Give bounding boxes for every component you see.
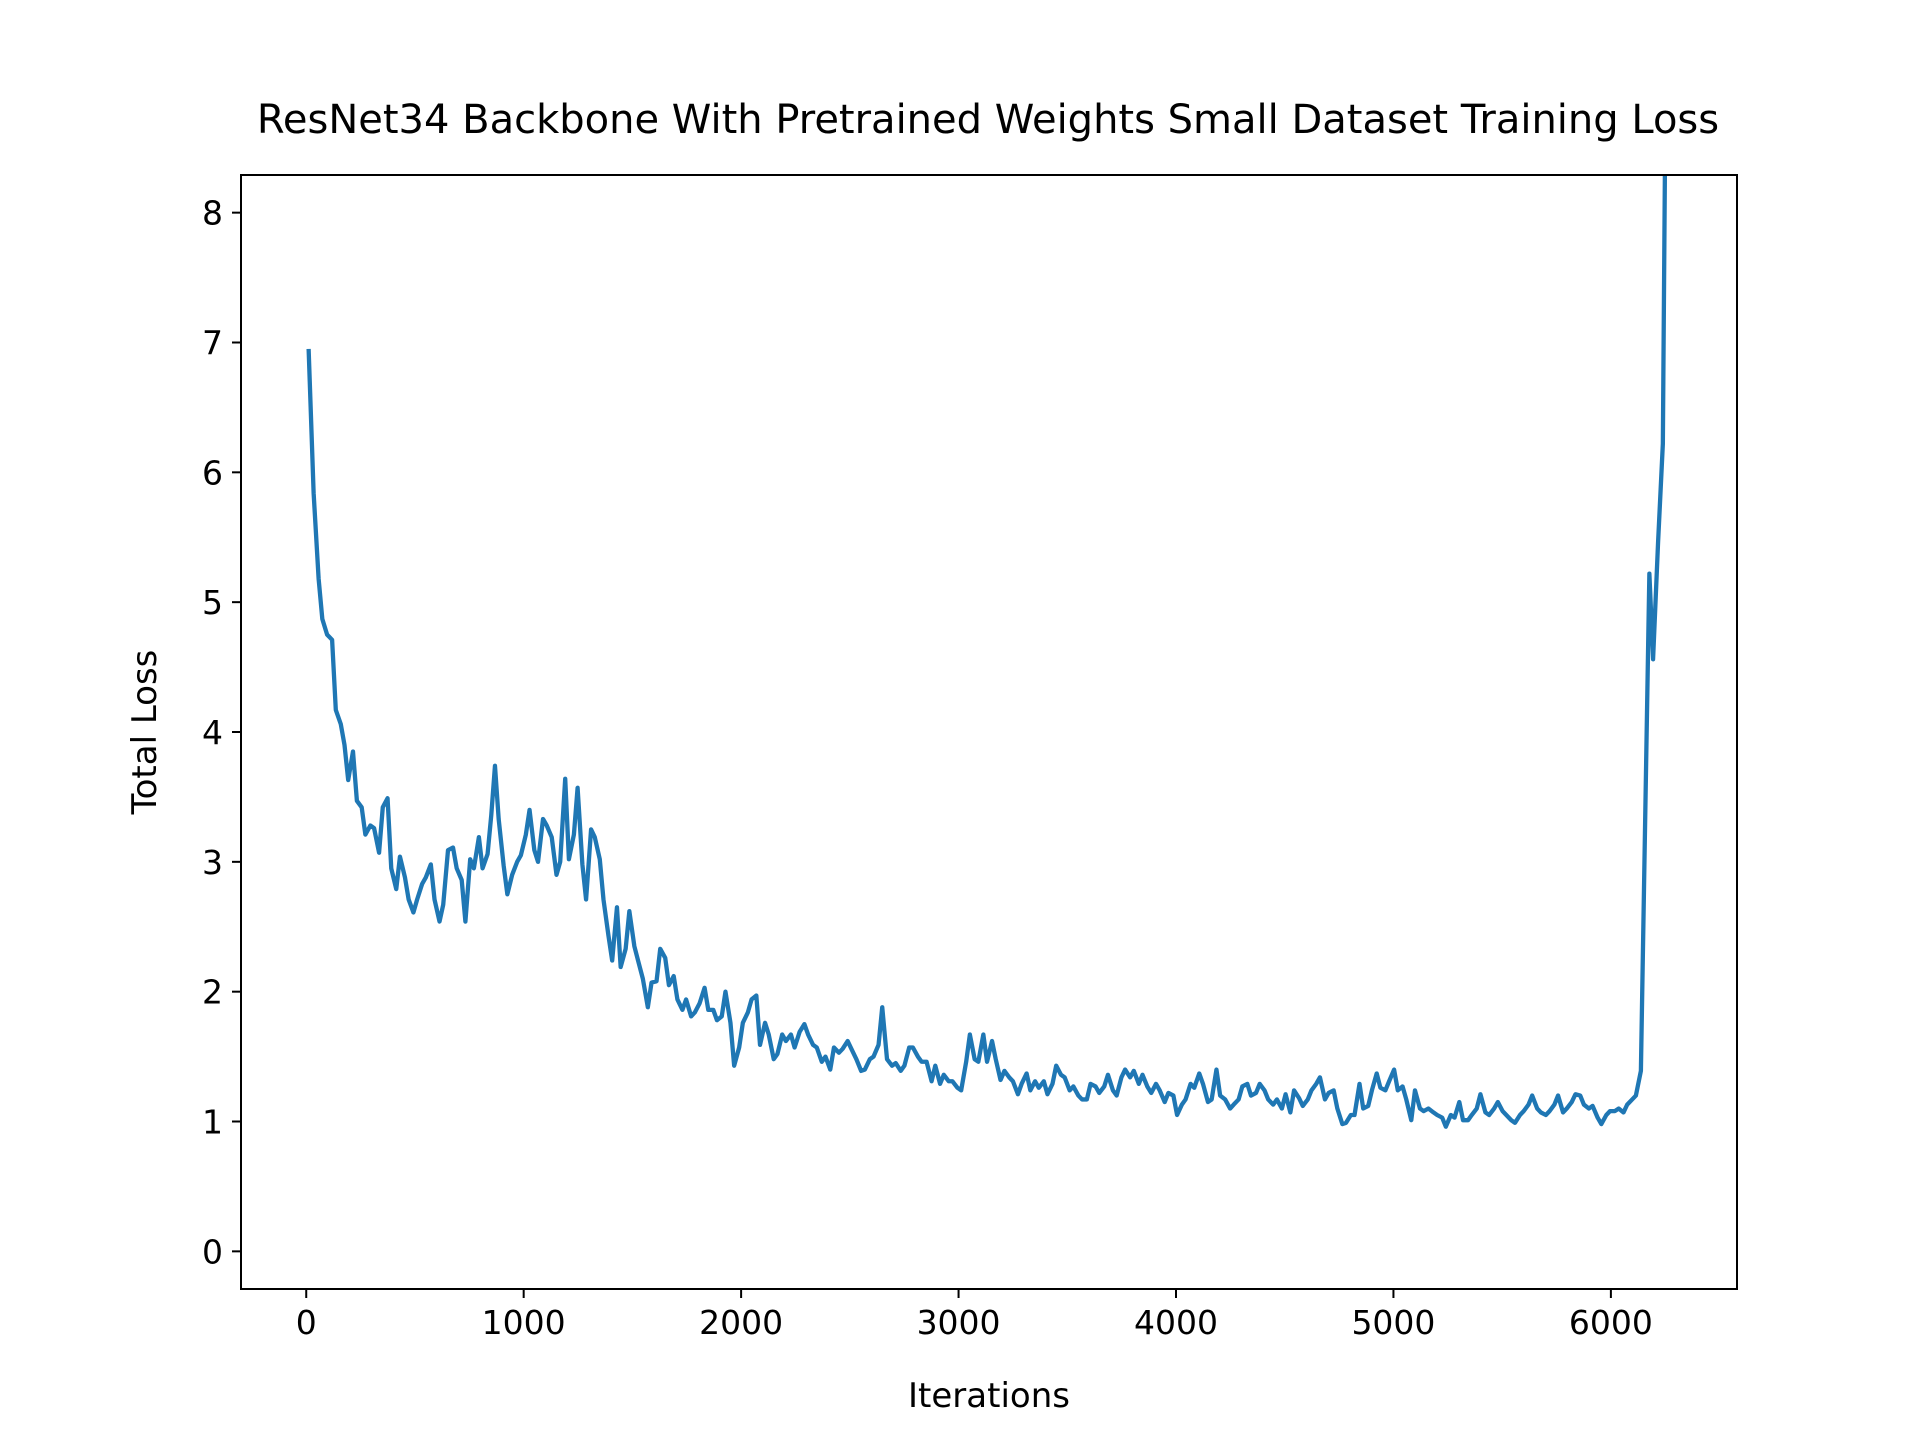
y-tick-label: 3 (202, 843, 223, 882)
y-tick-label: 6 (202, 453, 223, 492)
y-tick-label: 1 (202, 1103, 223, 1142)
x-tick-label: 2000 (699, 1303, 783, 1342)
plot-area (306, 175, 1668, 1129)
y-tick-label: 0 (202, 1232, 223, 1271)
x-tick-label: 1000 (482, 1303, 566, 1342)
chart-title: ResNet34 Backbone With Pretrained Weight… (257, 97, 1719, 143)
x-axis-label: Iterations (908, 1376, 1070, 1416)
y-axis-label: Total Loss (125, 650, 165, 816)
x-tick-label: 4000 (1134, 1303, 1218, 1342)
x-tick-label: 3000 (917, 1303, 1001, 1342)
y-tick-label: 5 (202, 583, 223, 622)
x-tick-label: 6000 (1569, 1303, 1653, 1342)
x-tick-label: 5000 (1351, 1303, 1435, 1342)
y-tick-label: 8 (202, 194, 223, 233)
y-tick-label: 4 (202, 713, 223, 752)
y-tick-label: 7 (202, 323, 223, 362)
x-tick-label: 0 (296, 1303, 317, 1342)
loss-line (306, 175, 1668, 1129)
y-tick-label: 2 (202, 973, 223, 1012)
